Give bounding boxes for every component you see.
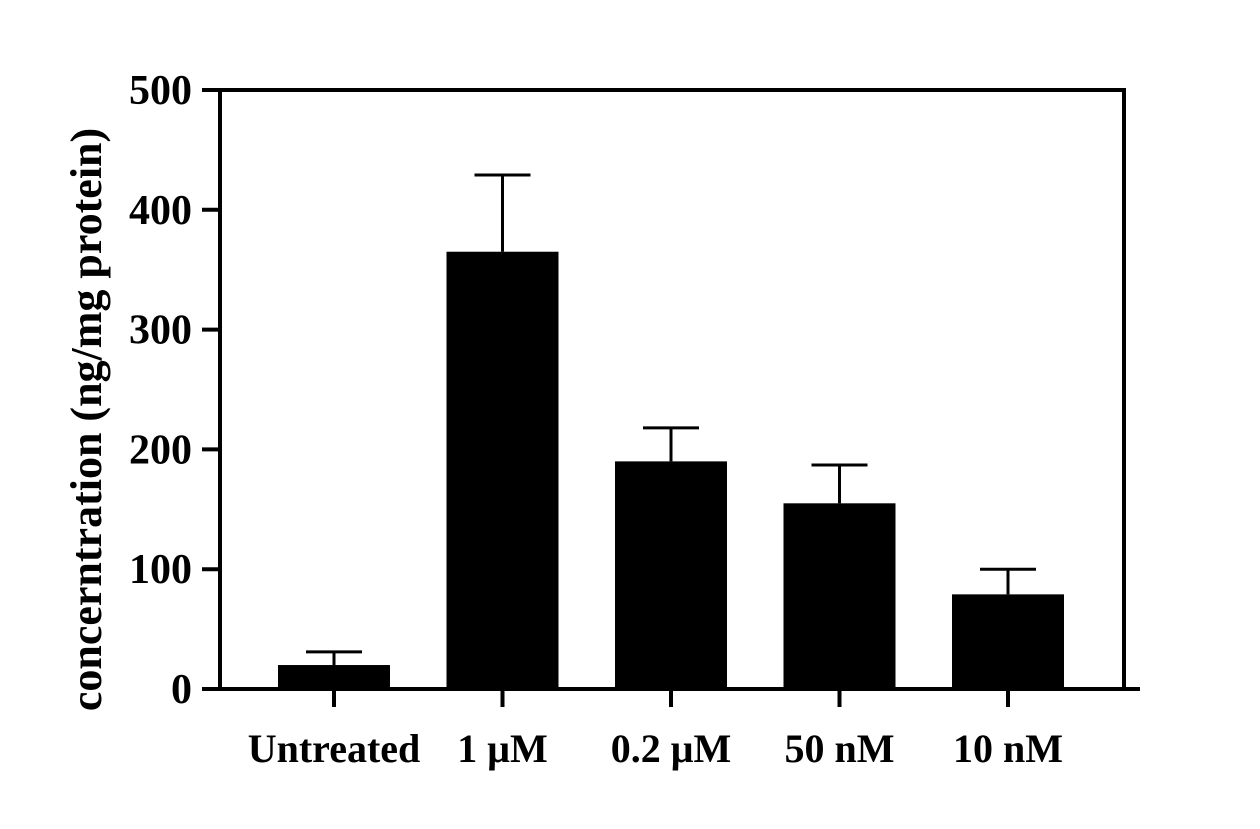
x-tick-label: 0.2 μM [611,726,731,771]
x-tick-label: Untreated [248,726,421,771]
y-tick-label: 0 [171,667,192,713]
bars [278,251,1064,690]
bar-4 [783,503,896,689]
bar-1 [278,665,390,689]
x-axis: Untreated 1 μM 0.2 μM 50 nM 10 nM [248,689,1063,771]
y-tick-label: 400 [129,188,192,234]
bar-2 [446,251,559,690]
y-tick-label: 100 [129,547,192,593]
y-axis-title: concerntration (ng/mg protein) [62,128,111,711]
x-tick-label: 1 μM [457,726,547,771]
x-tick-label: 10 nM [953,726,1063,771]
y-tick-label: 200 [129,427,192,473]
x-tick-label: 50 nM [785,726,895,771]
bar-3 [615,461,727,689]
y-axis: 0 100 200 300 400 500 [129,68,220,713]
error-bars [306,173,1036,666]
y-tick-label: 300 [129,308,192,354]
y-tick-label: 500 [129,68,192,114]
bar-5 [952,594,1064,689]
